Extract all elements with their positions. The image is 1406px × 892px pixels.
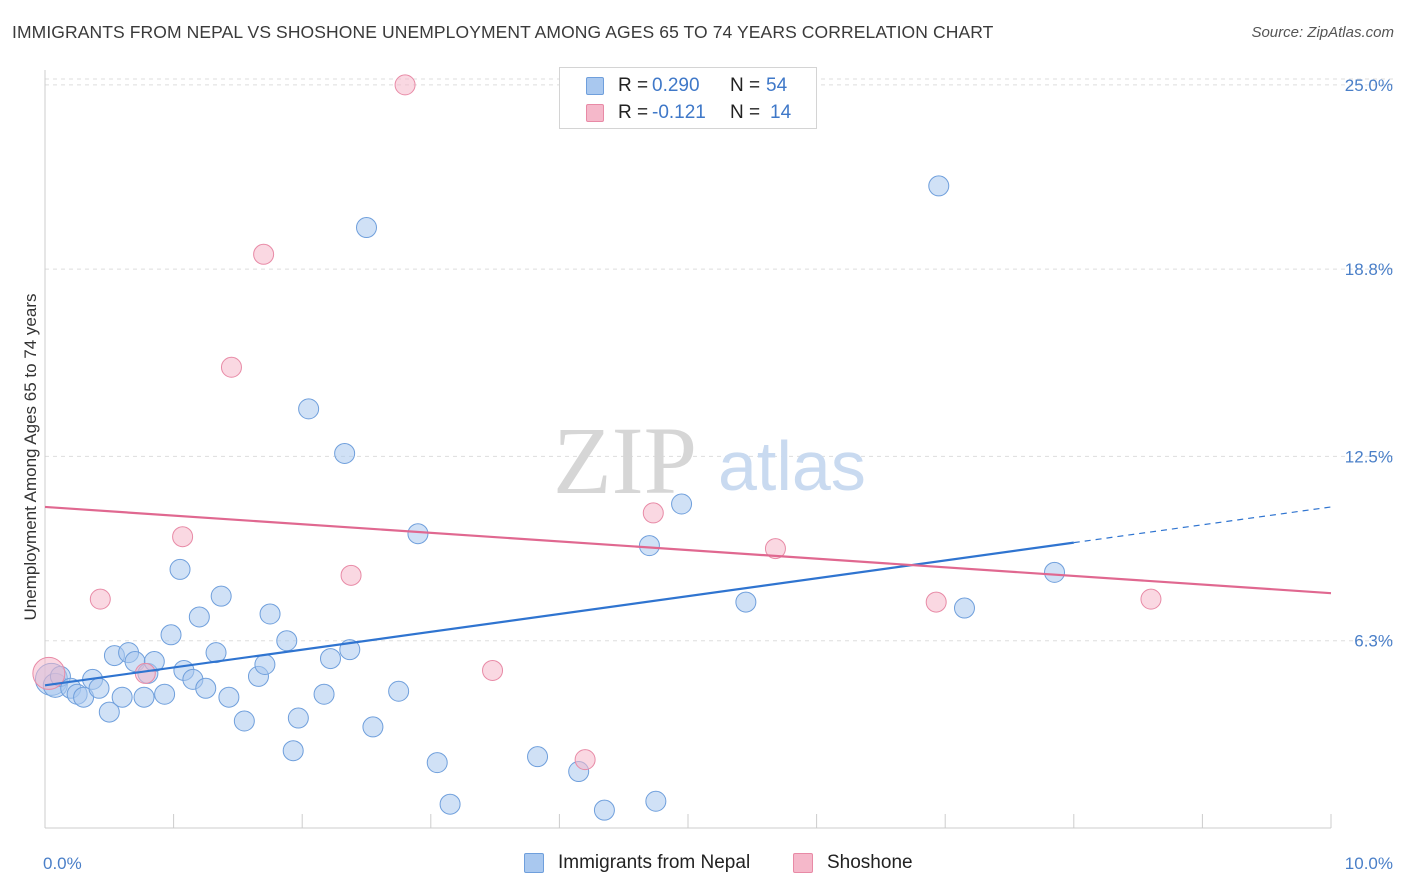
nepal-trend-line (44, 541, 1074, 687)
nepal-point (313, 683, 335, 705)
nepal-point (527, 746, 549, 768)
legend-r-value: 0.290 (652, 75, 700, 96)
x-tick-label: 10.0% (1345, 854, 1393, 873)
source-label: Source: ZipAtlas.com (1251, 24, 1394, 41)
shoshone-point (574, 749, 596, 771)
nepal-point (154, 683, 176, 705)
nepal-point (287, 707, 309, 729)
legend-swatch-nepal (586, 77, 604, 95)
nepal-point (98, 701, 120, 723)
data-points (32, 74, 1162, 821)
nepal-point (638, 535, 660, 557)
nepal-point (334, 442, 356, 464)
correlation-legend: R = 0.290 N = 54 R = -0.121 N = 14 (559, 67, 817, 129)
nepal-point (356, 217, 377, 239)
legend-n-value: 14 (770, 102, 792, 123)
shoshone-point (172, 526, 194, 548)
series-shoshone (32, 74, 1162, 771)
shoshone-point (340, 564, 362, 586)
nepal-point (133, 686, 155, 708)
nepal-point (259, 603, 281, 625)
nepal-point (298, 398, 320, 420)
nepal-point (233, 710, 255, 732)
nepal-point (111, 686, 133, 708)
shoshone-point (220, 356, 242, 378)
axes (44, 70, 1332, 829)
nepal-point (319, 648, 341, 670)
nepal-point (169, 558, 191, 580)
trend-lines (44, 505, 1332, 687)
nepal-point (218, 686, 240, 708)
legend-item-nepal[interactable]: Immigrants from Nepal (524, 852, 774, 876)
nepal-point (593, 799, 615, 821)
legend-n-label: N = (730, 102, 761, 123)
nepal-point (439, 793, 461, 815)
nepal-point (160, 624, 182, 646)
shoshone-point (482, 659, 504, 681)
series-nepal (34, 175, 1066, 821)
legend-item-shoshone[interactable]: Shoshone (793, 852, 923, 876)
nepal-point (735, 591, 757, 613)
watermark-zip: ZIP (553, 407, 697, 514)
shoshone-point (394, 74, 416, 96)
nepal-point (645, 790, 667, 812)
nepal-point (282, 740, 304, 762)
shoshone-point (642, 502, 664, 524)
shoshone-point (89, 588, 111, 610)
chart-title: IMMIGRANTS FROM NEPAL VS SHOSHONE UNEMPL… (12, 22, 994, 42)
gridlines (45, 78, 1393, 642)
legend-r-label: R = (618, 75, 649, 96)
shoshone-point (32, 656, 66, 690)
legend-label-nepal: Immigrants from Nepal (558, 852, 751, 873)
y-tick-label: 18.8% (1345, 260, 1393, 279)
y-tick-label: 6.3% (1354, 632, 1393, 651)
legend-r-value: -0.121 (652, 102, 706, 123)
nepal-point (671, 493, 693, 515)
x-tick-label: 0.0% (43, 854, 82, 873)
nepal-point (276, 630, 298, 652)
nepal-point (362, 716, 384, 738)
legend-swatch-nepal (524, 853, 544, 873)
legend-n-value: 54 (766, 75, 788, 96)
shoshone-point (764, 538, 786, 560)
nepal-point (407, 523, 429, 545)
nepal-point (388, 680, 410, 702)
nepal-point (928, 175, 950, 197)
nepal-trend-extension (1073, 506, 1332, 544)
tick-labels: 6.3% 12.5% 18.8% 25.0% 0.0% 10.0% (43, 76, 1393, 873)
shoshone-point (1140, 588, 1162, 610)
nepal-point (254, 654, 276, 676)
watermark-atlas: atlas (718, 427, 866, 505)
nepal-point (1044, 561, 1066, 583)
watermark: ZIP atlas (553, 407, 866, 514)
y-tick-label: 12.5% (1345, 447, 1393, 466)
nepal-point (953, 597, 975, 619)
nepal-point (195, 677, 217, 699)
y-tick-label: 25.0% (1345, 76, 1393, 95)
shoshone-point (253, 243, 275, 265)
nepal-point (210, 585, 232, 607)
y-axis-label: Unemployment Among Ages 65 to 74 years (21, 294, 40, 621)
shoshone-trend-line (44, 505, 1332, 595)
legend-swatch-shoshone (586, 104, 604, 122)
legend-swatch-shoshone (793, 853, 813, 873)
shoshone-point (925, 591, 947, 613)
nepal-point (426, 752, 448, 774)
nepal-point (88, 677, 110, 699)
legend-n-label: N = (730, 75, 761, 96)
nepal-point (188, 606, 210, 628)
legend-r-label: R = (618, 102, 649, 123)
legend-label-shoshone: Shoshone (827, 852, 913, 873)
